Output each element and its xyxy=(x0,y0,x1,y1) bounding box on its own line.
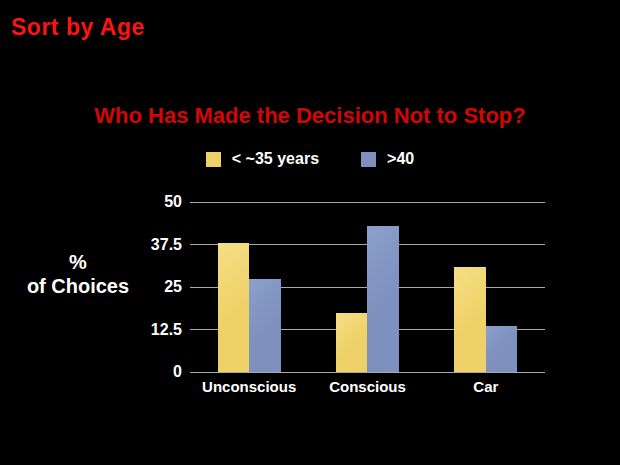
bar xyxy=(454,267,486,372)
plot-area xyxy=(190,202,545,372)
bar-group xyxy=(190,202,308,372)
y-axis: 012.52537.550 xyxy=(0,202,182,372)
y-tick-label: 25 xyxy=(164,279,182,295)
bar xyxy=(336,313,368,373)
y-tick-label: 50 xyxy=(164,194,182,210)
x-tick-label: Unconscious xyxy=(190,378,308,395)
y-tick-label: 12.5 xyxy=(151,322,182,338)
bar xyxy=(367,226,399,372)
legend-label: < ~35 years xyxy=(232,150,319,168)
legend-swatch xyxy=(206,152,221,167)
legend-swatch xyxy=(361,152,376,167)
chart-legend: < ~35 years >40 xyxy=(0,150,620,168)
bar xyxy=(249,279,281,373)
legend-item: < ~35 years xyxy=(206,150,319,168)
bar-group xyxy=(427,202,545,372)
x-tick-label: Car xyxy=(427,378,545,395)
chart-title: Who Has Made the Decision Not to Stop? xyxy=(0,103,620,129)
legend-item: >40 xyxy=(361,150,414,168)
y-tick-label: 0 xyxy=(173,364,182,380)
bar xyxy=(218,243,250,372)
slide-title: Sort by Age xyxy=(11,14,145,41)
x-tick-label: Conscious xyxy=(308,378,426,395)
bar-group xyxy=(308,202,426,372)
bar xyxy=(486,326,518,372)
y-tick-label: 37.5 xyxy=(151,237,182,253)
legend-label: >40 xyxy=(387,150,414,168)
slide: Sort by Age Who Has Made the Decision No… xyxy=(0,0,620,465)
x-axis: UnconsciousConsciousCar xyxy=(190,378,545,395)
